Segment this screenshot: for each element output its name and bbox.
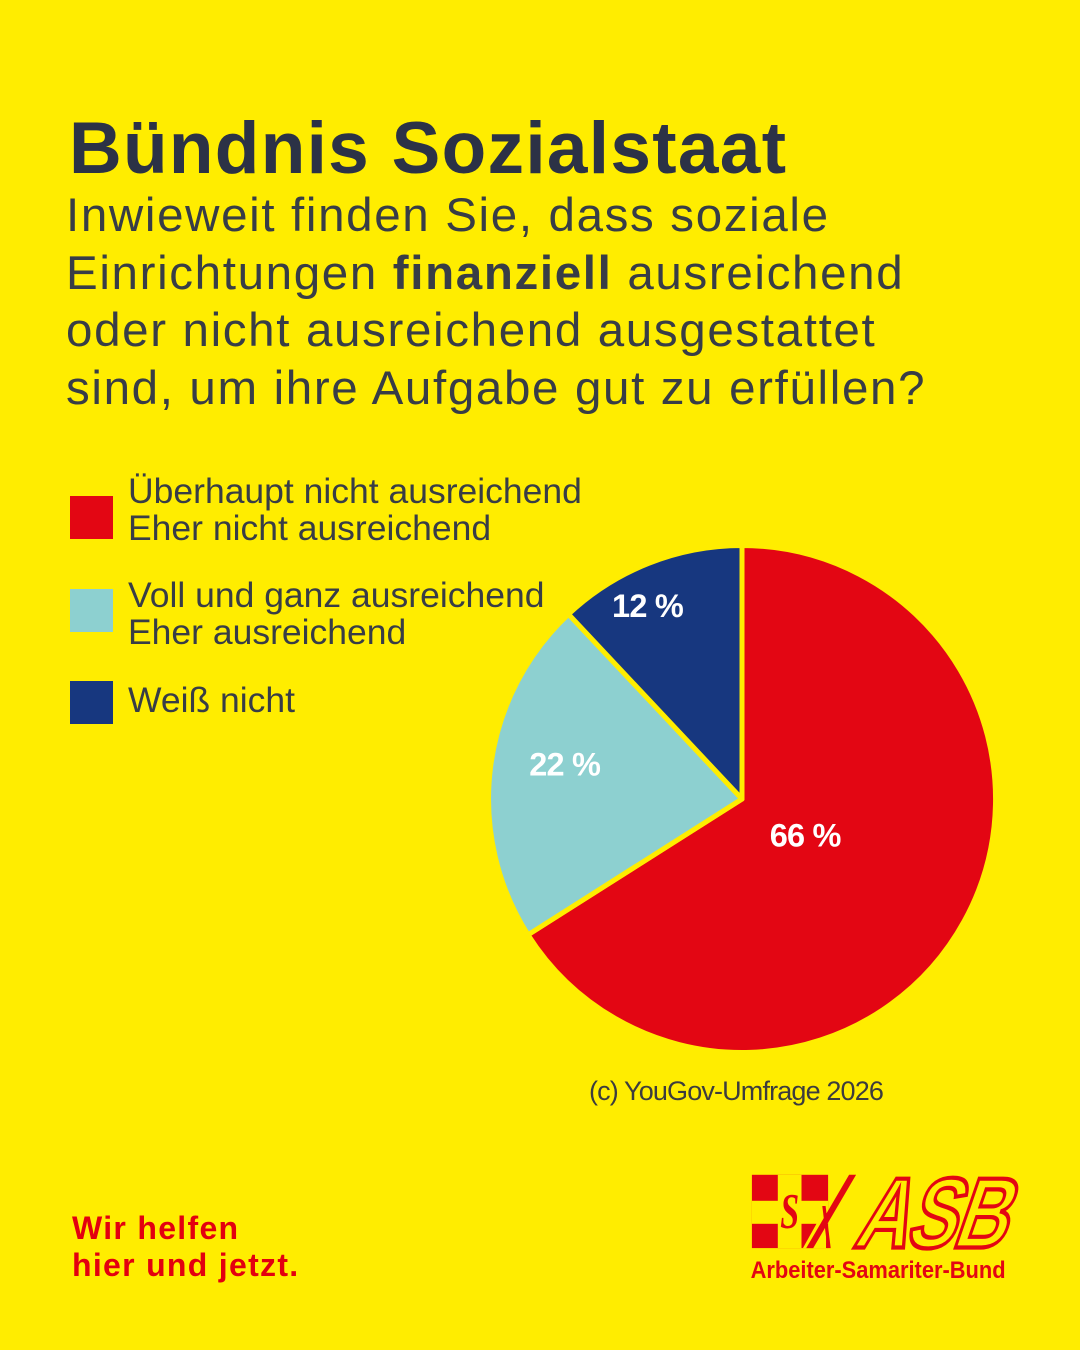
svg-text:S: S: [780, 1184, 799, 1239]
svg-text:ASB: ASB: [844, 1165, 1032, 1269]
svg-text:Arbeiter-Samariter-Bund: Arbeiter-Samariter-Bund: [751, 1257, 1006, 1284]
svg-text:22 %: 22 %: [529, 746, 601, 782]
svg-text:12 %: 12 %: [612, 588, 684, 624]
svg-text:66 %: 66 %: [770, 818, 842, 854]
